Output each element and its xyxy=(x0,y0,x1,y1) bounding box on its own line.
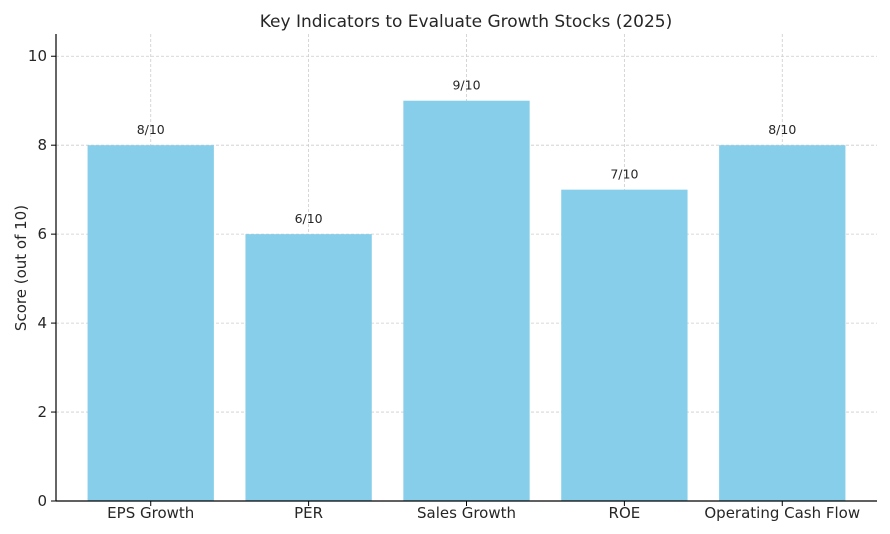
bar xyxy=(561,189,688,501)
bars: 8/10 6/10 9/10 7/10 8/10 xyxy=(87,78,846,501)
data-label: 8/10 xyxy=(137,122,165,137)
y-tick-label: 6 xyxy=(37,225,47,243)
x-tick-label: ROE xyxy=(609,504,641,522)
y-tick-label: 2 xyxy=(37,403,47,421)
bar xyxy=(87,145,214,501)
bar xyxy=(245,234,372,501)
x-tick-label: PER xyxy=(294,504,323,522)
y-tick-label: 8 xyxy=(37,136,47,154)
y-tick-label: 4 xyxy=(37,314,47,332)
data-label: 9/10 xyxy=(452,78,480,93)
bar xyxy=(719,145,846,501)
y-tick-label: 10 xyxy=(28,47,47,65)
data-label: 7/10 xyxy=(610,167,638,182)
y-tick-label: 0 xyxy=(37,492,47,510)
x-tick-label: Sales Growth xyxy=(417,504,516,522)
x-tick-label: EPS Growth xyxy=(107,504,194,522)
x-tick-label: Operating Cash Flow xyxy=(704,504,860,522)
axes: 0 2 4 6 8 10 EPS Growth PER Sales Growth ROE Opera… xyxy=(28,34,877,522)
data-label: 6/10 xyxy=(295,211,323,226)
y-axis-label: Score (out of 10) xyxy=(12,205,30,331)
bar xyxy=(403,100,530,501)
chart-title: Key Indicators to Evaluate Growth Stocks… xyxy=(260,12,673,32)
data-label: 8/10 xyxy=(768,122,796,137)
